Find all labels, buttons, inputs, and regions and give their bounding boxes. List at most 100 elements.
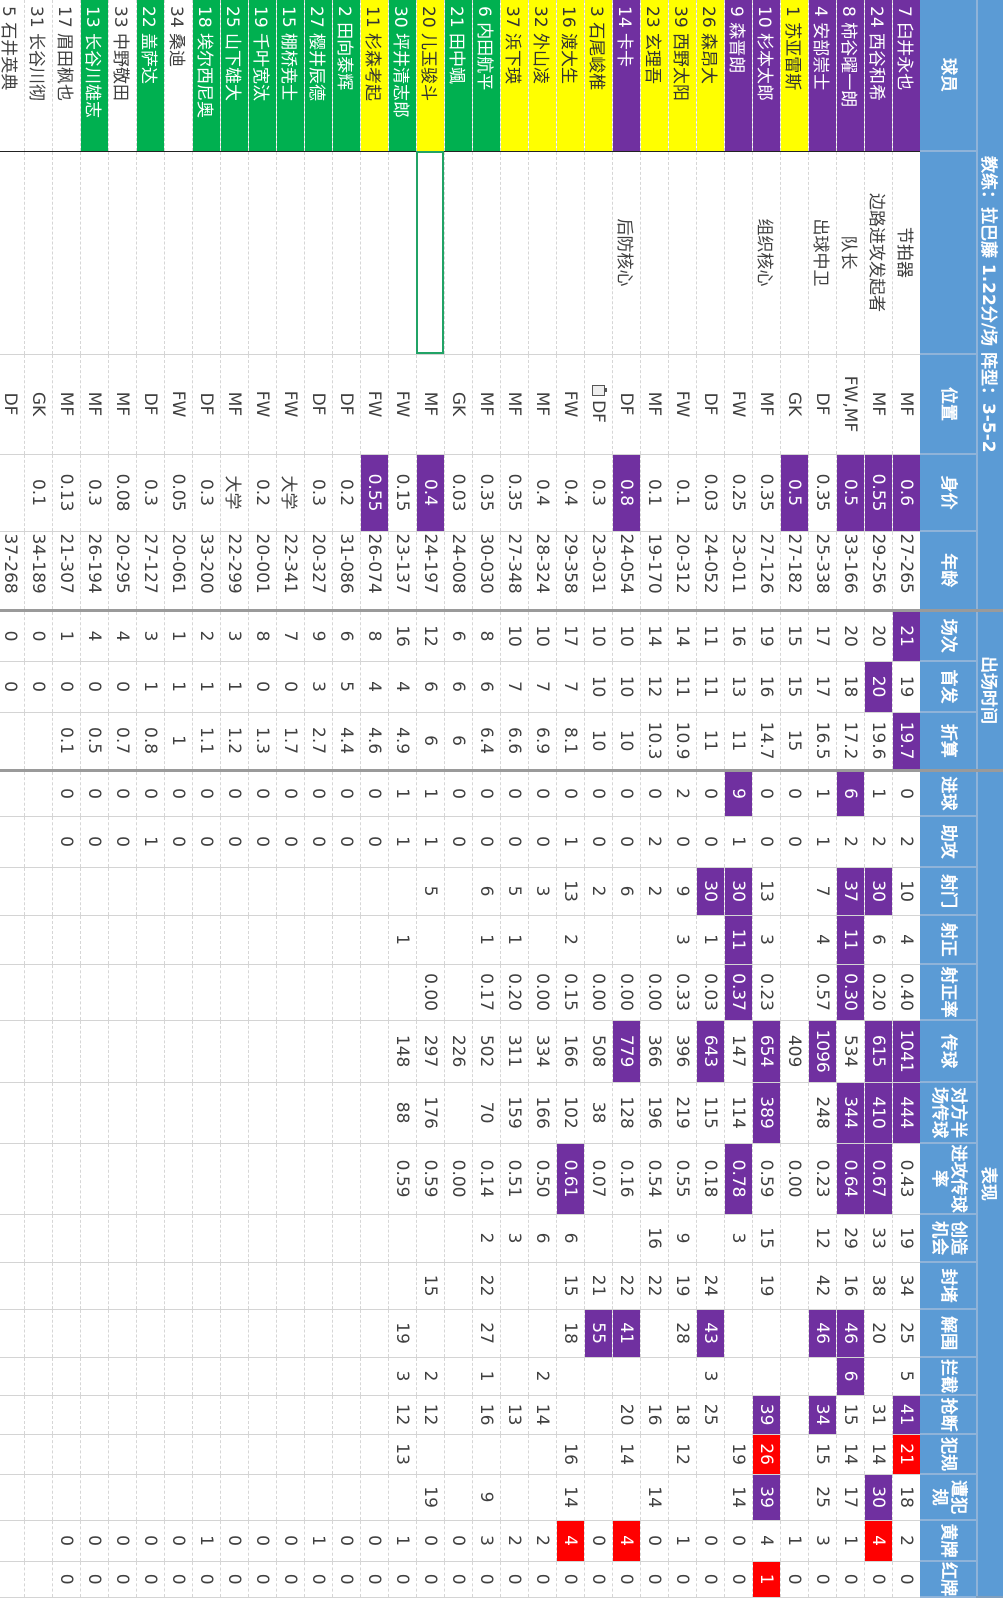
cell-sot-rate[interactable]: 0.40 — [892, 964, 920, 1021]
cell-chances[interactable] — [80, 1214, 109, 1263]
cell-attack-pass-rate[interactable]: 0.64 — [836, 1143, 865, 1215]
cell-sot-rate[interactable] — [220, 964, 249, 1021]
cell-age[interactable]: 19-170 — [640, 531, 669, 611]
cell-sot-rate[interactable] — [360, 964, 389, 1021]
player-name-cell[interactable]: 10 杉本太郎 — [752, 0, 781, 151]
cell-attack-pass-rate[interactable]: 0.55 — [668, 1143, 697, 1215]
cell-value[interactable]: 0.2 — [332, 454, 361, 531]
cell-assists[interactable] — [0, 816, 25, 868]
cell-position[interactable]: DF — [332, 354, 361, 454]
cell-position[interactable]: DF — [304, 354, 333, 454]
cell-clearances[interactable] — [752, 1309, 781, 1358]
cell-blocks[interactable]: 15 — [556, 1262, 585, 1310]
cell-interceptions[interactable]: 3 — [696, 1357, 725, 1396]
cell-tackles[interactable]: 41 — [892, 1395, 920, 1435]
cell-passes[interactable] — [192, 1020, 221, 1083]
cell-starts[interactable]: 17 — [808, 661, 837, 713]
cell-age[interactable]: 20-295 — [108, 531, 137, 611]
cell-yellow[interactable]: 2 — [500, 1520, 529, 1562]
cell-passes[interactable]: 226 — [444, 1020, 473, 1083]
cell-attack-pass-rate[interactable]: 0.23 — [808, 1143, 837, 1215]
cell-shots-on-target[interactable] — [164, 915, 193, 965]
cell-red[interactable]: 0 — [836, 1561, 865, 1598]
cell-apps[interactable]: 8 — [248, 610, 277, 662]
cell-blocks[interactable] — [444, 1262, 473, 1310]
cell-sot-rate[interactable] — [388, 964, 417, 1021]
cell-clearances[interactable] — [192, 1309, 221, 1358]
cell-equiv[interactable]: 6.4 — [472, 712, 501, 771]
player-name-cell[interactable]: 26 森昂大 — [696, 0, 725, 151]
cell-interceptions[interactable]: 2 — [416, 1357, 445, 1396]
cell-red[interactable]: 0 — [640, 1561, 669, 1598]
cell-fouls[interactable] — [332, 1434, 361, 1475]
cell-value[interactable]: 0.3 — [304, 454, 333, 531]
cell-equiv[interactable]: 2.7 — [304, 712, 333, 771]
cell-passes[interactable]: 508 — [584, 1020, 613, 1083]
cell-passes[interactable]: 148 — [388, 1020, 417, 1083]
cell-age[interactable]: 23-137 — [388, 531, 417, 611]
cell-opp-half-passes[interactable]: 219 — [668, 1082, 697, 1144]
cell-red[interactable]: 0 — [780, 1561, 809, 1598]
cell-shots[interactable]: 13 — [556, 867, 585, 916]
player-name-cell[interactable]: 19 千叶宽汰 — [248, 0, 277, 151]
cell-position[interactable]: FW — [276, 354, 305, 454]
cell-red[interactable]: 0 — [276, 1561, 305, 1598]
cell-value[interactable]: 0.1 — [24, 454, 53, 531]
cell-starts[interactable]: 4 — [388, 661, 417, 713]
cell-tackles[interactable]: 16 — [640, 1395, 669, 1435]
cell-equiv[interactable]: 10.3 — [640, 712, 669, 771]
cell-position[interactable]: MF — [528, 354, 557, 454]
cell-yellow[interactable]: 0 — [80, 1520, 109, 1562]
cell-starts[interactable]: 7 — [528, 661, 557, 713]
cell-age[interactable]: 26-074 — [360, 531, 389, 611]
cell-position[interactable]: DF — [612, 354, 641, 454]
player-name-cell[interactable]: 25 山下雄大 — [220, 0, 249, 151]
cell-tackles[interactable] — [780, 1395, 809, 1435]
cell-note[interactable] — [500, 151, 529, 354]
cell-attack-pass-rate[interactable]: 0.59 — [416, 1143, 445, 1215]
cell-fouls[interactable] — [360, 1434, 389, 1475]
cell-blocks[interactable] — [192, 1262, 221, 1310]
player-name-cell[interactable]: 14 卡卡 — [612, 0, 641, 151]
header-attack-pass-rate[interactable]: 进攻传球率 — [920, 1143, 977, 1215]
cell-goals[interactable]: 0 — [780, 770, 809, 817]
cell-interceptions[interactable] — [752, 1357, 781, 1396]
cell-sot-rate[interactable] — [248, 964, 277, 1021]
cell-value[interactable]: 0.3 — [80, 454, 109, 531]
cell-blocks[interactable]: 21 — [584, 1262, 613, 1310]
cell-fouled[interactable] — [360, 1474, 389, 1521]
cell-passes[interactable]: 1096 — [808, 1020, 837, 1083]
cell-blocks[interactable] — [248, 1262, 277, 1310]
cell-chances[interactable] — [164, 1214, 193, 1263]
cell-tackles[interactable]: 14 — [528, 1395, 557, 1435]
cell-red[interactable]: 0 — [892, 1561, 920, 1598]
cell-tackles[interactable] — [332, 1395, 361, 1435]
cell-fouls[interactable] — [192, 1434, 221, 1475]
cell-tackles[interactable]: 18 — [668, 1395, 697, 1435]
cell-shots[interactable]: 2 — [584, 867, 613, 916]
sheet-title[interactable]: 教练：拉巴藤 1.22分/场 阵型：3-5-2 — [977, 0, 1003, 611]
cell-clearances[interactable] — [360, 1309, 389, 1358]
cell-passes[interactable]: 409 — [780, 1020, 809, 1083]
cell-attack-pass-rate[interactable]: 0.16 — [612, 1143, 641, 1215]
cell-opp-half-passes[interactable]: 159 — [500, 1082, 529, 1144]
cell-fouled[interactable] — [780, 1474, 809, 1521]
cell-value[interactable]: 0.5 — [780, 454, 809, 531]
cell-shots-on-target[interactable] — [416, 915, 445, 965]
header-shots[interactable]: 射门 — [920, 867, 977, 916]
cell-shots[interactable] — [0, 867, 25, 916]
cell-age[interactable]: 34-189 — [24, 531, 53, 611]
cell-equiv[interactable]: 6.9 — [528, 712, 557, 771]
cell-assists[interactable]: 2 — [892, 816, 920, 868]
cell-shots[interactable]: 6 — [472, 867, 501, 916]
cell-goals[interactable]: 0 — [612, 770, 641, 817]
cell-attack-pass-rate[interactable]: 0.51 — [500, 1143, 529, 1215]
cell-interceptions[interactable] — [164, 1357, 193, 1396]
cell-position[interactable]: FW — [724, 354, 753, 454]
cell-apps[interactable]: 14 — [640, 610, 669, 662]
cell-position[interactable]: FW — [388, 354, 417, 454]
cell-assists[interactable]: 0 — [444, 816, 473, 868]
cell-fouled[interactable] — [24, 1474, 53, 1521]
cell-shots-on-target[interactable] — [192, 915, 221, 965]
header-opp-half-passes[interactable]: 对方半场传球 — [920, 1082, 977, 1144]
